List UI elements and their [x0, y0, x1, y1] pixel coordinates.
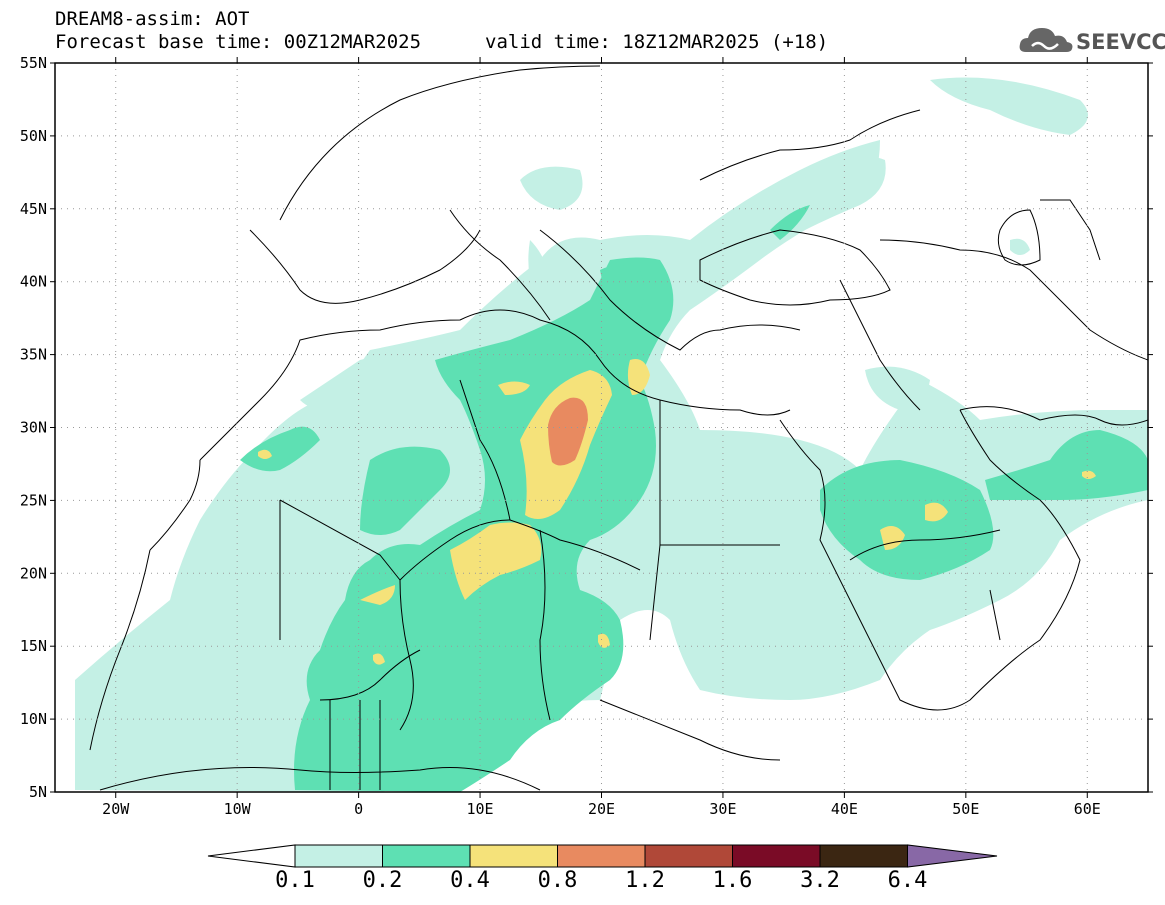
lat-tick-label: 25N: [20, 491, 47, 509]
lon-tick-label: 60E: [1074, 800, 1101, 818]
colorbar-label: 0.4: [450, 868, 490, 893]
colorbar-label: 0.2: [362, 868, 403, 893]
lat-tick-label: 55N: [20, 54, 47, 72]
latitude-labels: 5N 10N 15N 20N 25N 30N 35N 40N 45N 50N 55N: [20, 54, 47, 801]
lon-tick-label: 40E: [831, 800, 858, 818]
lat-tick-label: 50N: [20, 127, 47, 145]
lat-lon-grid: [55, 63, 1148, 792]
lon-tick-label: 10W: [224, 800, 252, 818]
colorbar-segment: [819, 844, 908, 868]
logo-text: SEEVCCC: [1076, 30, 1165, 54]
colorbar-segment: [469, 844, 558, 868]
seevccc-logo: SEEVCCC: [1018, 22, 1165, 58]
lon-tick-label: 0: [354, 800, 363, 818]
valid-time: valid time: 18Z12MAR2025 (+18): [485, 31, 829, 53]
lat-tick-label: 15N: [20, 637, 47, 655]
colorbar-label: 1.2: [625, 868, 665, 893]
lat-tick-label: 40N: [20, 273, 47, 291]
lon-tick-label: 10E: [467, 800, 494, 818]
lon-tick-label: 20W: [102, 800, 130, 818]
product-title: DREAM8-assim: AOT: [55, 8, 250, 30]
colorbar-segment: [732, 844, 821, 868]
longitude-labels: 20W 10W 0 10E 20E 30E 40E 50E 60E: [102, 800, 1101, 818]
colorbar-high-arrow: [907, 844, 998, 868]
colorbar-low-arrow: [207, 844, 296, 868]
colorbar-label: 0.8: [537, 868, 578, 893]
map-title-block: DREAM8-assim: AOT Forecast base time: 00…: [55, 8, 421, 54]
colorbar-segment: [294, 844, 383, 868]
colorbar-segment: [644, 844, 733, 868]
forecast-base-time: Forecast base time: 00Z12MAR2025: [55, 31, 422, 53]
lon-tick-label: 50E: [952, 800, 979, 818]
lat-tick-label: 5N: [29, 783, 47, 801]
lat-tick-label: 35N: [20, 346, 47, 364]
cloud-logo-icon: [1019, 28, 1073, 52]
colorbar: [207, 844, 998, 868]
colorbar-label: 0.1: [275, 868, 315, 893]
lat-tick-label: 10N: [20, 710, 47, 728]
aot-contour-0-8: [548, 397, 588, 466]
colorbar-label: 6.4: [887, 868, 928, 893]
colorbar-segment: [382, 844, 471, 868]
lat-tick-label: 20N: [20, 564, 47, 582]
axis-ticks: [50, 57, 1153, 798]
lon-tick-label: 20E: [588, 800, 615, 818]
lat-tick-label: 30N: [20, 419, 47, 437]
colorbar-label: 3.2: [800, 868, 840, 893]
map-area: [55, 63, 1148, 792]
lon-tick-label: 30E: [709, 800, 736, 818]
colorbar-label: 1.6: [712, 868, 753, 893]
lat-tick-label: 45N: [20, 200, 47, 218]
colorbar-segment: [557, 844, 646, 868]
coastlines: [89, 65, 1148, 791]
